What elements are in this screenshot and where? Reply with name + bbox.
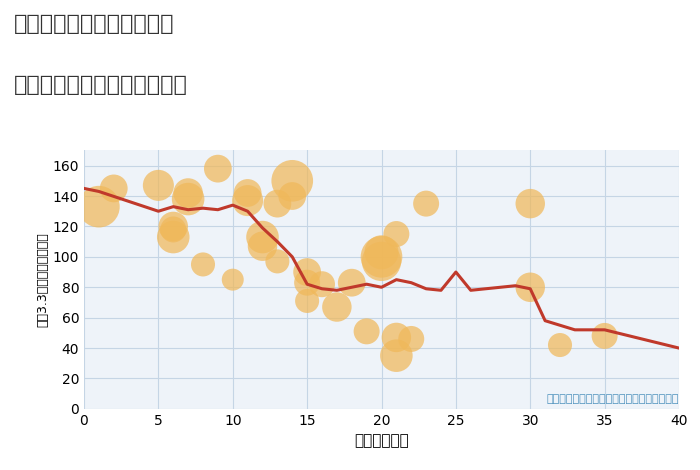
Point [361,328,372,335]
Point [287,177,298,185]
Point [391,352,402,360]
Point [197,261,209,268]
Point [108,185,119,192]
Point [302,279,313,286]
Point [376,249,387,256]
Point [421,200,432,207]
Point [302,268,313,276]
Point [406,335,417,343]
Point [391,230,402,238]
Y-axis label: 坪（3.3㎡）単価（万円）: 坪（3.3㎡）単価（万円） [37,232,50,327]
Point [525,200,536,207]
Point [391,334,402,341]
Point [212,165,223,172]
Point [346,279,357,286]
Point [599,332,610,340]
Point [168,226,179,233]
Point [183,189,194,197]
Point [242,189,253,197]
Text: 福岡県福岡市城南区田島の: 福岡県福岡市城南区田島の [14,14,174,34]
Point [272,258,283,265]
Point [242,197,253,204]
Point [183,196,194,203]
X-axis label: 築年数（年）: 築年数（年） [354,433,409,448]
Point [376,253,387,260]
Point [272,200,283,207]
Point [331,303,342,311]
Point [287,192,298,200]
Point [525,283,536,291]
Point [168,233,179,241]
Text: 築年数別中古マンション価格: 築年数別中古マンション価格 [14,75,188,95]
Point [93,203,104,211]
Point [554,341,566,349]
Point [168,223,179,230]
Point [257,243,268,250]
Point [302,297,313,305]
Text: 円の大きさは、取引のあった物件面積を示す: 円の大きさは、取引のあった物件面積を示す [547,394,679,404]
Point [316,281,328,288]
Point [153,181,164,189]
Point [376,258,387,265]
Point [257,233,268,241]
Point [227,276,238,283]
